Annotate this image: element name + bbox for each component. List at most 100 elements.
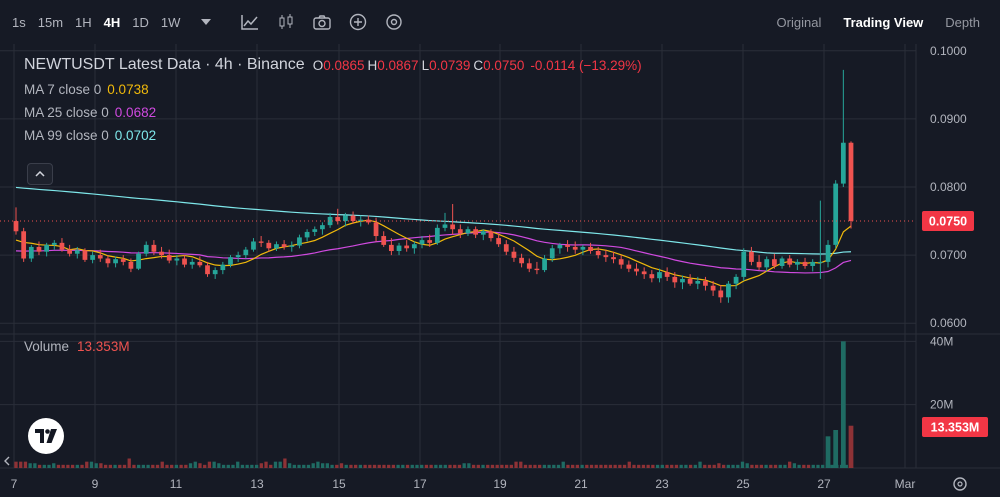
chart-legend: NEWTUSDT Latest Data · 4h · Binance O0.0…	[24, 56, 642, 143]
candle-body	[59, 242, 65, 250]
volume-bar	[537, 464, 542, 468]
volume-bar	[594, 464, 598, 468]
candle-body	[817, 261, 823, 263]
volume-bar	[773, 464, 778, 468]
candle-body	[212, 270, 218, 275]
volume-bar	[273, 461, 278, 468]
volume-bar	[188, 463, 193, 468]
candle-body	[289, 245, 295, 247]
volume-bar	[372, 464, 377, 468]
volume-bar	[703, 464, 707, 468]
volume-bar	[486, 464, 490, 468]
indicators-icon[interactable]	[240, 12, 260, 32]
volume-bar	[19, 461, 23, 468]
candle-type-icon[interactable]	[276, 12, 296, 32]
volume-bar	[670, 464, 674, 468]
tab-trading-view[interactable]: Trading View	[843, 14, 924, 30]
volume-bar	[122, 464, 127, 468]
candle-body	[136, 253, 141, 269]
volume-bar	[203, 464, 207, 468]
volume-bar	[637, 464, 641, 468]
volume-bar	[736, 464, 740, 468]
collapse-legend-button[interactable]	[27, 163, 53, 185]
volume-bar	[429, 464, 433, 468]
volume-bar	[471, 464, 476, 468]
candle-body	[772, 259, 777, 266]
volume-bar	[118, 464, 122, 468]
candle-body	[749, 251, 754, 262]
volume-bar	[783, 464, 787, 468]
volume-bar	[269, 464, 273, 468]
candle-body	[159, 251, 164, 256]
volume-bar	[641, 464, 646, 468]
volume-bar	[349, 464, 353, 468]
candle-body	[664, 272, 670, 277]
time-tick-label: 15	[332, 477, 346, 491]
candle-body	[51, 242, 57, 245]
timeframe-1d[interactable]: 1D	[132, 14, 149, 30]
candle-body	[220, 264, 226, 271]
volume-bar	[848, 425, 854, 468]
price-tick-label: 0.0800	[930, 180, 967, 194]
time-tick-label: 17	[413, 477, 427, 491]
volume-bar	[523, 464, 528, 468]
candle-body	[503, 244, 509, 252]
candle-body	[488, 231, 494, 239]
volume-bar	[311, 463, 315, 468]
candle-body	[97, 255, 103, 259]
time-tick-label: Mar	[895, 477, 916, 491]
last-price-label: 0.0750	[929, 215, 967, 229]
candle-body	[274, 244, 279, 249]
add-icon[interactable]	[348, 12, 368, 32]
candle-body	[534, 268, 540, 271]
tab-original[interactable]: Original	[776, 14, 822, 30]
settings-icon[interactable]	[384, 12, 404, 32]
candle-body	[297, 237, 302, 246]
volume-bar	[47, 464, 51, 468]
candle-body	[151, 244, 157, 252]
volume-bar	[632, 464, 636, 468]
timeframe-1w[interactable]: 1W	[160, 14, 181, 30]
volume-bar	[358, 464, 363, 468]
ohlc-row: NEWTUSDT Latest Data · 4h · Binance O0.0…	[24, 56, 642, 74]
volume-bar	[712, 464, 716, 468]
volume-bar	[556, 464, 561, 468]
candle-body	[802, 261, 808, 266]
ohlc-high: H0.0867	[367, 57, 419, 73]
candle-body	[90, 255, 95, 260]
volume-bar	[354, 464, 358, 468]
timeframe-4h[interactable]: 4H	[103, 14, 121, 30]
volume-bar	[547, 464, 551, 468]
timeframe-1s[interactable]: 1s	[12, 14, 26, 30]
volume-bar	[707, 464, 712, 468]
volume-bar	[85, 461, 89, 468]
candle-body	[120, 259, 126, 262]
candle-body	[304, 231, 310, 238]
candle-body	[511, 251, 517, 258]
timeframe-1h[interactable]: 1H	[75, 14, 92, 30]
volume-bar	[292, 464, 296, 468]
axis-settings-icon[interactable]	[953, 477, 967, 491]
volume-bar	[759, 464, 764, 468]
candle-body	[166, 255, 172, 261]
volume-bar	[797, 464, 801, 468]
price-tick-label: 0.0600	[930, 316, 967, 330]
volume-bar	[160, 461, 164, 468]
camera-icon[interactable]	[312, 12, 332, 32]
volume-bar	[660, 464, 664, 468]
candle-body	[450, 224, 456, 230]
tab-depth[interactable]: Depth	[945, 14, 980, 30]
timeframe-15m[interactable]: 15m	[37, 14, 64, 30]
candle-body	[741, 251, 747, 277]
candle-body	[733, 276, 739, 284]
candle-body	[67, 249, 72, 254]
volume-bar	[108, 464, 113, 468]
volume-bar	[287, 463, 292, 468]
volume-bar	[434, 464, 438, 468]
volume-bar	[250, 464, 254, 468]
volume-bar	[42, 464, 46, 468]
volume-bar	[476, 464, 480, 468]
timeframe-dropdown-icon[interactable]	[196, 12, 216, 32]
tradingview-logo[interactable]	[28, 418, 64, 454]
